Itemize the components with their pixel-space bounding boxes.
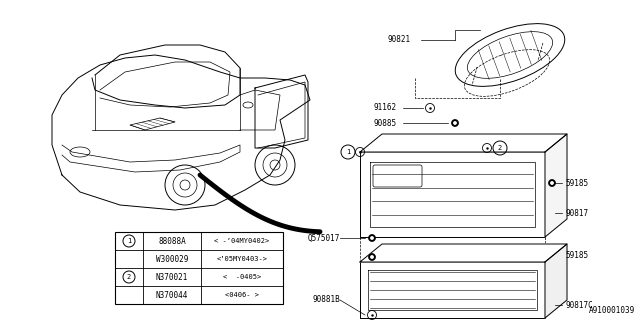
- Text: N370044: N370044: [156, 291, 188, 300]
- Text: 90817C: 90817C: [565, 300, 593, 309]
- Text: 1: 1: [127, 238, 131, 244]
- Circle shape: [370, 255, 374, 259]
- Polygon shape: [545, 244, 567, 318]
- Text: 2: 2: [127, 274, 131, 280]
- Text: < -’04MY0402>: < -’04MY0402>: [214, 238, 269, 244]
- Circle shape: [370, 236, 374, 240]
- Text: 1: 1: [346, 149, 350, 155]
- Text: Q575017: Q575017: [308, 234, 340, 243]
- Circle shape: [550, 181, 554, 185]
- Circle shape: [451, 119, 458, 126]
- Text: 59185: 59185: [565, 251, 588, 260]
- Text: 91162: 91162: [373, 103, 396, 113]
- Text: W300029: W300029: [156, 254, 188, 263]
- Bar: [115, 232, 283, 304]
- Text: 59185: 59185: [565, 179, 588, 188]
- Polygon shape: [545, 134, 567, 237]
- Circle shape: [369, 235, 376, 242]
- Polygon shape: [360, 244, 567, 262]
- Circle shape: [453, 121, 457, 125]
- Text: N370021: N370021: [156, 273, 188, 282]
- Text: 88088A: 88088A: [158, 236, 186, 245]
- Text: 90885: 90885: [373, 118, 396, 127]
- Text: <’05MY0403->: <’05MY0403->: [216, 256, 268, 262]
- Text: 2: 2: [498, 145, 502, 151]
- Text: 90817: 90817: [565, 209, 588, 218]
- Circle shape: [548, 180, 556, 187]
- Polygon shape: [360, 134, 567, 152]
- Text: <  -0405>: < -0405>: [223, 274, 261, 280]
- Text: A910001039: A910001039: [589, 306, 635, 315]
- Circle shape: [369, 253, 376, 260]
- Text: <0406- >: <0406- >: [225, 292, 259, 298]
- Text: 90821: 90821: [388, 36, 411, 44]
- Text: 90881B: 90881B: [312, 295, 340, 305]
